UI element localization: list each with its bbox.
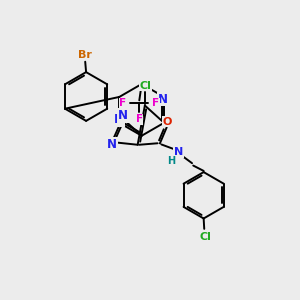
Text: N: N [107,138,117,151]
Text: Br: Br [78,50,92,60]
Text: N: N [114,113,124,126]
Text: Cl: Cl [199,232,211,242]
Text: N: N [118,109,128,122]
Text: N: N [174,147,183,157]
Text: F: F [136,114,143,124]
Text: H: H [167,155,175,166]
Text: F: F [152,98,160,108]
Text: F: F [119,98,126,108]
Text: N: N [158,93,168,106]
Text: Cl: Cl [140,81,152,91]
Text: O: O [163,117,172,127]
